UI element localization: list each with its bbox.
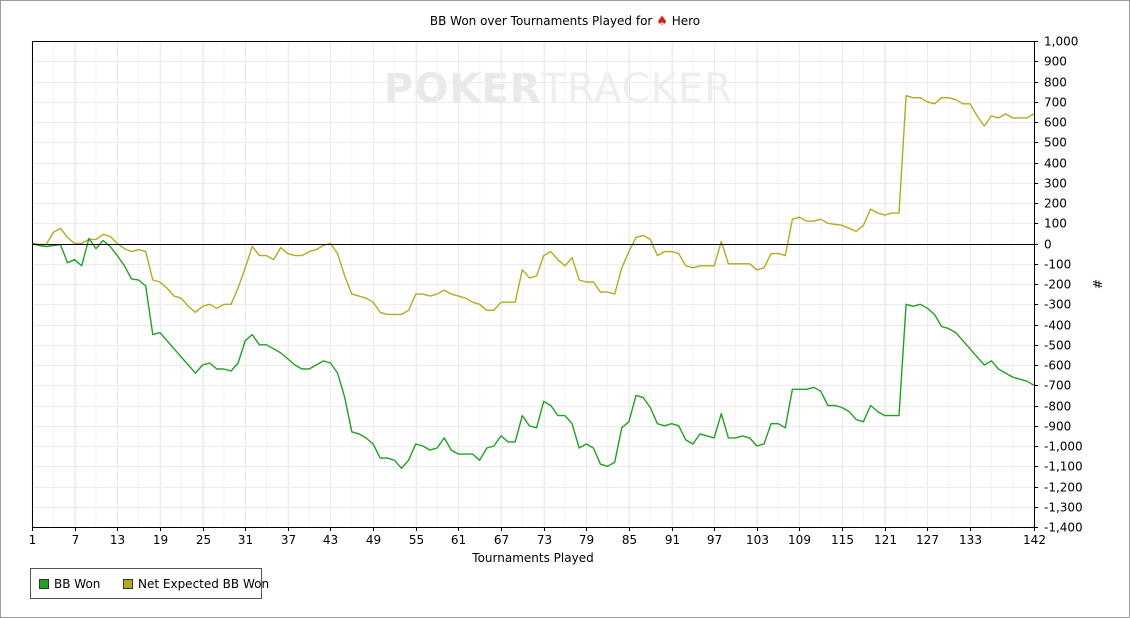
series-layer <box>31 95 1035 469</box>
axis-layer: 1,000 900 800 700 600 500 400 300 200 100 0 -100 -20… <box>29 35 1104 566</box>
x-tick-label: 85 <box>622 533 637 547</box>
series-line-bb-won <box>31 237 1035 469</box>
x-tick-label: 67 <box>494 533 509 547</box>
series-line-net-expected <box>31 95 1035 316</box>
y-tick-label: -700 <box>1044 379 1071 393</box>
y-tick-label: 300 <box>1044 177 1067 191</box>
y-tick-label: 500 <box>1044 136 1067 150</box>
x-tick-label: 103 <box>746 533 769 547</box>
grid-layer <box>31 41 1035 528</box>
chart-title: BB Won over Tournaments Played for ♠ Her… <box>0 14 1130 29</box>
x-tick-label: 142 <box>1023 533 1046 547</box>
x-tick-label: 31 <box>238 533 253 547</box>
y-tick-label: -1,000 <box>1044 440 1083 454</box>
spade-icon: ♠ <box>656 14 668 29</box>
y-tick-label: -1,400 <box>1044 521 1083 535</box>
y-tick-label: -1,100 <box>1044 460 1083 474</box>
y-tick-label: 200 <box>1044 197 1067 211</box>
x-tick-label: 55 <box>409 533 424 547</box>
y-tick-label: -100 <box>1044 258 1071 272</box>
y-tick-label: -1,300 <box>1044 501 1083 515</box>
legend-swatch-bb-won <box>39 579 49 589</box>
x-tick-label: 49 <box>366 533 381 547</box>
watermark-poker: POKER <box>384 66 542 112</box>
x-tick-label: 133 <box>959 533 982 547</box>
y-tick-label: 600 <box>1044 116 1067 130</box>
x-tick-label: 91 <box>665 533 680 547</box>
legend-item-net-expected: Net Expected BB Won <box>123 577 269 591</box>
y-tick-label: -1,200 <box>1044 481 1083 495</box>
y-tick-label: 0 <box>1044 238 1052 252</box>
y-tick-label: -600 <box>1044 359 1071 373</box>
y-axis-label: # <box>1090 279 1104 289</box>
pokertracker-watermark: POKERTRACKER <box>384 66 733 112</box>
chart-title-player: Hero <box>671 14 701 28</box>
y-tick-label: -500 <box>1044 339 1071 353</box>
y-tick-label: -300 <box>1044 298 1071 312</box>
legend-label-bb-won: BB Won <box>54 577 101 591</box>
x-tick-label: 79 <box>579 533 594 547</box>
x-tick-label: 37 <box>281 533 296 547</box>
x-tick-label: 109 <box>788 533 811 547</box>
y-tick-label: -400 <box>1044 319 1071 333</box>
x-tick-label: 121 <box>874 533 897 547</box>
y-tick-label: 900 <box>1044 55 1067 69</box>
x-tick-label: 43 <box>323 533 338 547</box>
x-tick-label: 73 <box>537 533 552 547</box>
plot-border <box>32 41 1035 528</box>
x-tick-label: 97 <box>707 533 722 547</box>
x-tick-label: 7 <box>72 533 80 547</box>
x-tick-label: 19 <box>153 533 168 547</box>
x-axis-label: Tournaments Played <box>471 551 593 565</box>
legend-item-bb-won: BB Won <box>39 577 100 591</box>
y-tick-label: 100 <box>1044 217 1067 231</box>
x-tick-label: 115 <box>831 533 854 547</box>
x-tick-label: 127 <box>916 533 939 547</box>
legend: BB Won Net Expected BB Won <box>30 568 269 599</box>
y-tick-label: 700 <box>1044 96 1067 110</box>
y-tick-label: -200 <box>1044 278 1071 292</box>
x-tick-label: 25 <box>196 533 211 547</box>
y-tick-label: 1,000 <box>1044 35 1078 49</box>
x-tick-label: 61 <box>451 533 466 547</box>
chart-title-text: BB Won over Tournaments Played for <box>429 14 653 28</box>
watermark-tracker: TRACKER <box>541 66 733 112</box>
legend-label-net-expected: Net Expected BB Won <box>138 577 270 591</box>
y-tick-label: -900 <box>1044 420 1071 434</box>
x-tick-label: 1 <box>29 533 37 547</box>
y-tick-label: 400 <box>1044 157 1067 171</box>
y-tick-label: -800 <box>1044 400 1071 414</box>
x-tick-label: 13 <box>110 533 125 547</box>
y-tick-label: 800 <box>1044 76 1067 90</box>
legend-swatch-net-expected <box>123 579 133 589</box>
